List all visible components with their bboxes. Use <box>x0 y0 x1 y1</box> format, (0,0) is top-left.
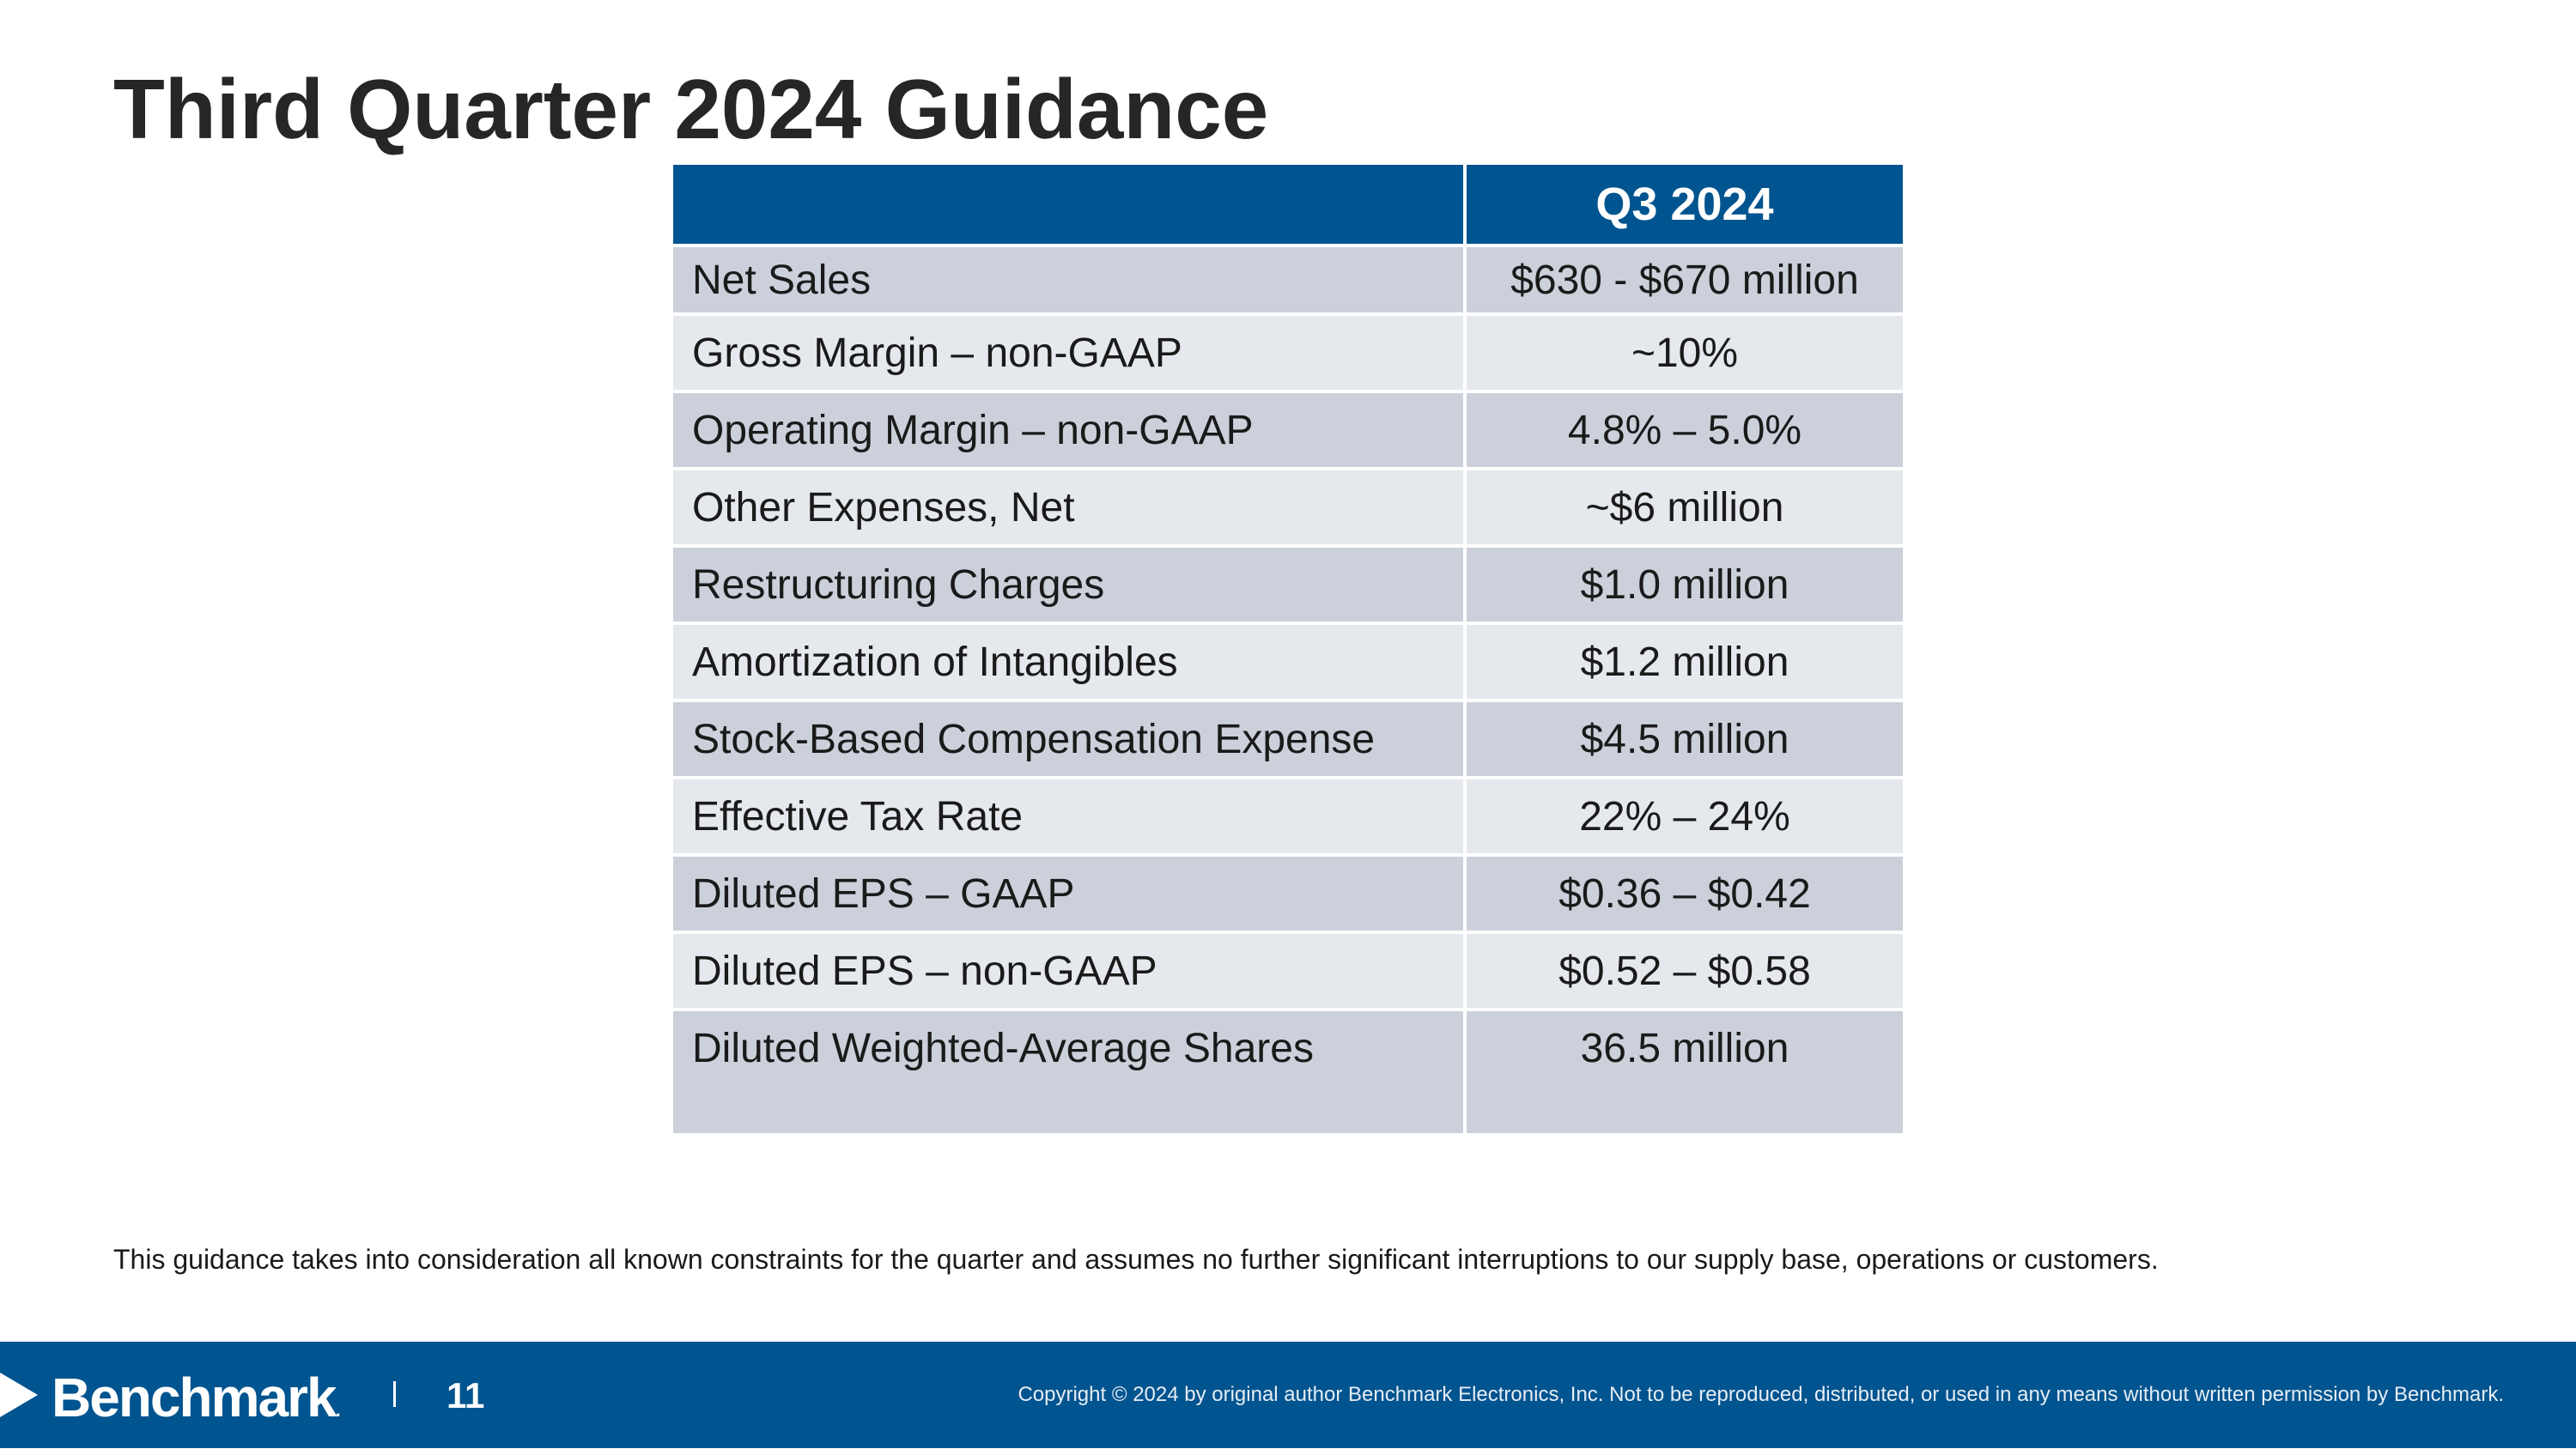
logo-mark: . <box>335 1399 341 1421</box>
value-cell: $4.5 million <box>1463 699 1903 779</box>
value-cell: ~10% <box>1463 312 1903 393</box>
table-row: Diluted EPS – GAAP $0.36 – $0.42 <box>673 853 1903 934</box>
table-row: Other Expenses, Net ~$6 million <box>673 467 1903 548</box>
metric-cell: Gross Margin – non-GAAP <box>673 312 1467 393</box>
copyright-notice: Copyright © 2024 by original author Benc… <box>1018 1383 2504 1406</box>
value-cell: $630 - $670 million <box>1463 244 1903 316</box>
metric-cell: Amortization of Intangibles <box>673 621 1467 702</box>
table-row: Amortization of Intangibles $1.2 million <box>673 621 1903 702</box>
value-cell: 4.8% – 5.0% <box>1463 390 1903 470</box>
page-number: 11 <box>447 1375 485 1416</box>
value-cell: $1.0 million <box>1463 544 1903 625</box>
header-metric-cell <box>673 165 1467 247</box>
value-cell: ~$6 million <box>1463 467 1903 548</box>
metric-cell: Restructuring Charges <box>673 544 1467 625</box>
table-row: Effective Tax Rate 22% – 24% <box>673 776 1903 857</box>
metric-cell: Stock-Based Compensation Expense <box>673 699 1467 779</box>
logo-text: Benchmark <box>52 1367 337 1428</box>
table-row: Diluted Weighted-Average Shares 36.5 mil… <box>673 1008 1903 1133</box>
play-arrow-icon <box>0 1373 38 1417</box>
metric-cell: Diluted EPS – non-GAAP <box>673 931 1467 1011</box>
metric-cell: Net Sales <box>673 244 1467 316</box>
table-row: Diluted EPS – non-GAAP $0.52 – $0.58 <box>673 931 1903 1011</box>
footer-bar: Benchmark. 11 Copyright © 2024 by origin… <box>0 1342 2576 1448</box>
value-cell: 36.5 million <box>1463 1008 1903 1133</box>
value-cell: $0.36 – $0.42 <box>1463 853 1903 934</box>
header-period-cell: Q3 2024 <box>1463 165 1903 247</box>
value-cell: $0.52 – $0.58 <box>1463 931 1903 1011</box>
table-row: Restructuring Charges $1.0 million <box>673 544 1903 625</box>
value-cell: $1.2 million <box>1463 621 1903 702</box>
table-row: Gross Margin – non-GAAP ~10% <box>673 312 1903 393</box>
table-row: Net Sales $630 - $670 million <box>673 244 1903 316</box>
benchmark-logo: Benchmark. <box>52 1359 341 1449</box>
metric-cell: Effective Tax Rate <box>673 776 1467 857</box>
metric-cell: Diluted Weighted-Average Shares <box>673 1008 1467 1133</box>
footer-divider <box>393 1381 396 1407</box>
metric-cell: Diluted EPS – GAAP <box>673 853 1467 934</box>
table-header-row: Q3 2024 <box>673 165 1903 247</box>
value-cell: 22% – 24% <box>1463 776 1903 857</box>
guidance-disclaimer: This guidance takes into consideration a… <box>113 1244 2159 1275</box>
metric-cell: Other Expenses, Net <box>673 467 1467 548</box>
table-row: Stock-Based Compensation Expense $4.5 mi… <box>673 699 1903 779</box>
metric-cell: Operating Margin – non-GAAP <box>673 390 1467 470</box>
table-row: Operating Margin – non-GAAP 4.8% – 5.0% <box>673 390 1903 470</box>
page-title: Third Quarter 2024 Guidance <box>113 62 1269 156</box>
guidance-table: Q3 2024 Net Sales $630 - $670 million Gr… <box>673 165 1903 1133</box>
